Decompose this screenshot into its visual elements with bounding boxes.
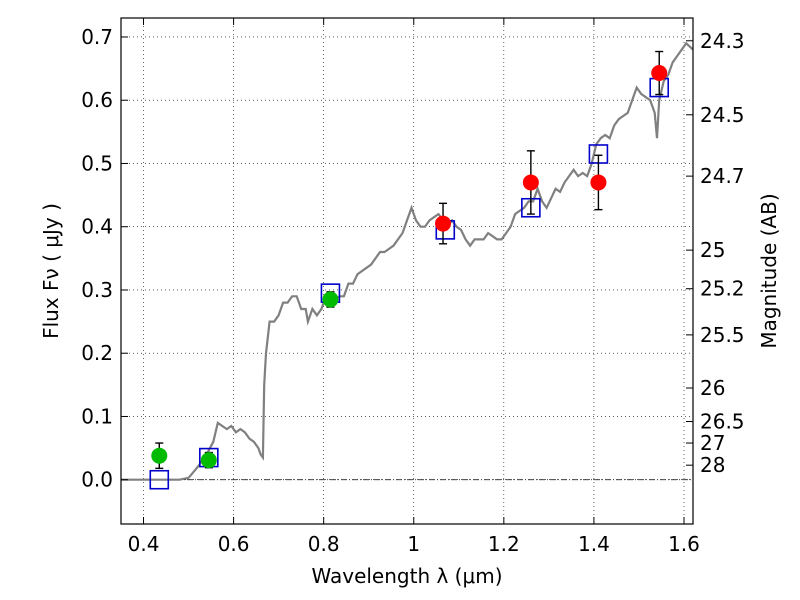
plot-area-frame bbox=[120, 17, 694, 525]
magnitude-tick-label: 24.5 bbox=[700, 103, 745, 127]
magnitude-axis-label: Magnitude (AB) bbox=[757, 193, 781, 348]
x-axis-ticks: 0.4 0.6 0.8 1 1.2 1.4 1.6 bbox=[128, 18, 700, 556]
series-layer bbox=[121, 41, 694, 490]
magnitude-tick-label: 25 bbox=[700, 238, 725, 262]
x-tick-label: 1.2 bbox=[488, 532, 520, 556]
x-tick-label: 1.4 bbox=[578, 532, 610, 556]
observed-flux-point bbox=[435, 215, 452, 232]
observed-flux-point bbox=[651, 65, 668, 82]
observed-flux-point bbox=[200, 452, 217, 469]
x-tick-label: 0.6 bbox=[218, 532, 250, 556]
magnitude-tick-label: 25.5 bbox=[700, 323, 745, 347]
y-axis-label: Flux Fν ( μJy ) bbox=[39, 203, 63, 339]
magnitude-tick-label: 24.7 bbox=[700, 164, 745, 188]
magnitude-tick-label: 25.2 bbox=[700, 277, 745, 301]
y-tick-label: 0.5 bbox=[81, 151, 113, 175]
x-tick-label: 1.6 bbox=[668, 532, 700, 556]
x-tick-label: 0.8 bbox=[308, 532, 340, 556]
magnitude-tick-label: 27 bbox=[700, 431, 725, 455]
y-tick-label: 0.6 bbox=[81, 88, 113, 112]
magnitude-tick-label: 28 bbox=[700, 453, 725, 477]
y-tick-label: 0.4 bbox=[81, 215, 113, 239]
y-tick-label: 0.3 bbox=[81, 278, 113, 302]
y-tick-label: 0.0 bbox=[81, 468, 113, 492]
y-tick-label: 0.7 bbox=[81, 25, 113, 49]
magnitude-tick-label: 26.5 bbox=[700, 410, 745, 434]
y-tick-label: 0.1 bbox=[81, 404, 113, 428]
magnitude-tick-label: 26 bbox=[700, 376, 725, 400]
x-tick-label: 1 bbox=[407, 532, 420, 556]
model-spectrum-line bbox=[121, 41, 694, 481]
magnitude-tick-label: 24.3 bbox=[700, 29, 745, 53]
model-flux-square bbox=[149, 469, 170, 490]
observed-flux-point bbox=[322, 291, 339, 308]
y-tick-label: 0.2 bbox=[81, 341, 113, 365]
x-axis-label: Wavelength λ (μm) bbox=[311, 564, 502, 588]
observed-flux-point bbox=[151, 447, 168, 464]
observed-flux-point bbox=[522, 174, 539, 191]
y-axis-ticks: 0.0 0.1 0.2 0.3 0.4 0.5 0.6 0.7 bbox=[81, 25, 128, 492]
x-tick-label: 0.4 bbox=[128, 532, 160, 556]
observed-flux-point bbox=[590, 174, 607, 191]
